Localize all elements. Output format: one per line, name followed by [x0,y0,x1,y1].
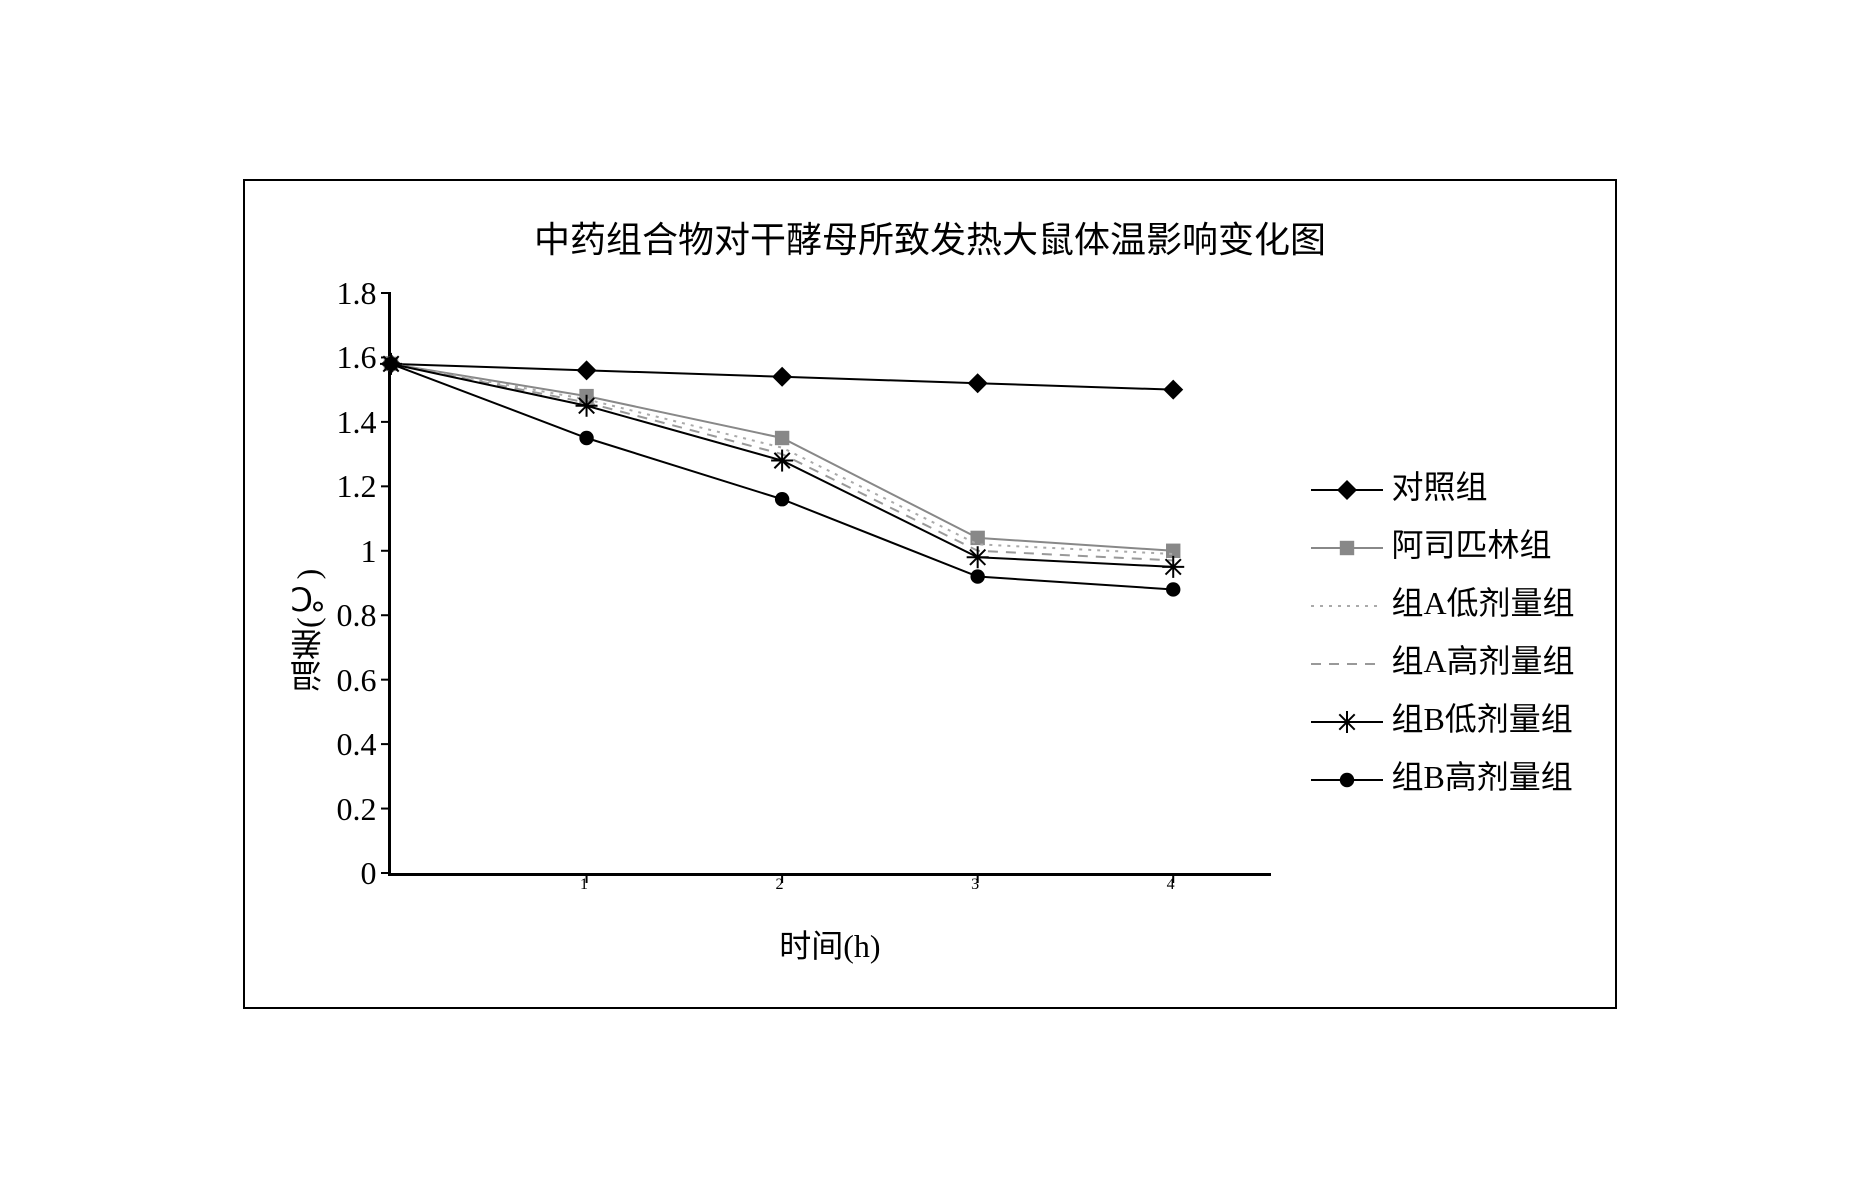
legend: 对照组阿司匹林组组A低剂量组组A高剂量组组B低剂量组组B高剂量组 [1311,293,1574,967]
x-tick-label: 3 [971,876,979,894]
legend-item: 对照组 [1311,462,1574,508]
legend-label: 组B低剂量组 [1391,694,1572,740]
legend-item: 组B高剂量组 [1311,752,1574,798]
legend-marker [1311,473,1383,497]
legend-label: 组A高剂量组 [1391,636,1574,682]
chart-title: 中药组合物对干酵母所致发热大鼠体温影响变化图 [285,211,1574,263]
legend-marker [1311,705,1383,729]
chart-container: 中药组合物对干酵母所致发热大鼠体温影响变化图 温差(℃) 1.81.61.41.… [243,179,1616,1009]
legend-label: 阿司匹林组 [1391,520,1551,566]
x-tick-label: 1 [580,876,588,894]
y-ticks: 1.81.61.41.210.80.60.40.20 [336,293,388,873]
plot-wrapper: 1.81.61.41.210.80.60.40.20 1 2 3 4 时间(h) [336,293,1271,967]
legend-label: 组B高剂量组 [1391,752,1572,798]
x-tick-label: 2 [776,876,784,894]
legend-item: 组A低剂量组 [1311,578,1574,624]
legend-marker [1311,647,1383,671]
plot-area [388,293,1271,876]
legend-marker [1311,589,1383,613]
legend-item: 组B低剂量组 [1311,694,1574,740]
chart-body: 温差(℃) 1.81.61.41.210.80.60.40.20 1 2 3 4 时间… [285,293,1574,967]
legend-marker [1311,531,1383,555]
legend-label: 组A低剂量组 [1391,578,1574,624]
x-tick-label: 4 [1167,876,1175,894]
plot-svg [391,293,1271,873]
y-axis-label: 温差(℃) [285,293,331,967]
legend-marker [1311,763,1383,787]
legend-item: 组A高剂量组 [1311,636,1574,682]
x-ticks: 1 2 3 4 [388,876,1268,916]
x-axis-label: 时间(h) [388,921,1271,967]
legend-item: 阿司匹林组 [1311,520,1574,566]
legend-label: 对照组 [1391,462,1487,508]
